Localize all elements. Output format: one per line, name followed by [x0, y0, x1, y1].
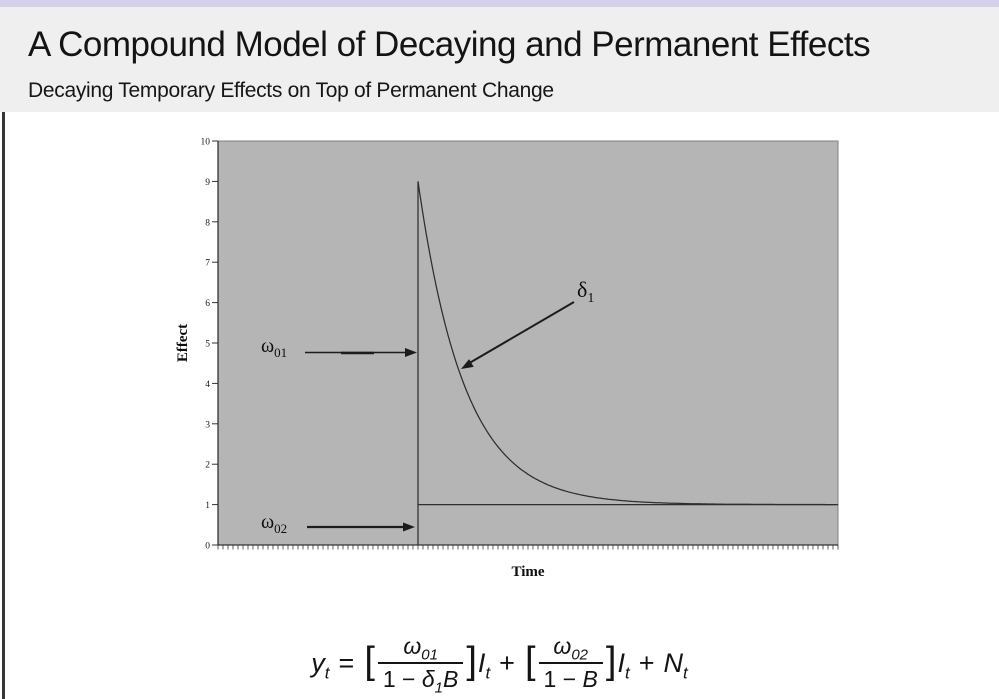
- y-tick-label: 8: [205, 218, 210, 228]
- close-bracket: ]: [466, 639, 477, 682]
- y-tick-label: 2: [205, 461, 210, 471]
- delta1-label: δ1: [577, 277, 594, 306]
- omega02-label-main: ω: [261, 511, 274, 533]
- omega01-arrowhead-icon: [405, 348, 417, 357]
- omega02-arrow: [307, 522, 415, 532]
- fraction-permanent-denominator: 1 − B: [538, 662, 603, 693]
- y-tick-label: 5: [205, 340, 210, 350]
- chart: 0 1 2 3 4 5 6 7 8 9 10 Effect Time ω01 ω02 δ1: [0, 115, 999, 595]
- y-tick-label: 6: [205, 299, 210, 309]
- plus-sign: +: [638, 647, 655, 678]
- y-axis-label: Effect: [175, 324, 191, 362]
- omega01-label-main: ω: [261, 335, 274, 357]
- y-tick-label: 9: [205, 178, 210, 188]
- open-bracket: [: [524, 639, 536, 682]
- equals-sign: =: [338, 647, 355, 678]
- formula-lhs: yt: [311, 647, 330, 682]
- plot-area: [217, 140, 839, 546]
- delta1-arrow: [461, 301, 575, 369]
- fraction-temporary: ω01 1 − δ1B: [377, 633, 464, 696]
- y-tick-label: 10: [201, 138, 211, 148]
- fraction-permanent: ω02 1 − B: [538, 633, 603, 693]
- left-rule: [2, 7, 5, 699]
- y-tick-label: 4: [205, 380, 210, 390]
- slide-subtitle: Decaying Temporary Effects on Top of Per…: [28, 79, 554, 102]
- y-tick-label: 1: [205, 501, 210, 511]
- delta1-label-main: δ: [577, 277, 587, 302]
- fraction-temporary-denominator: 1 − δ1B: [377, 662, 464, 696]
- slide-title: A Compound Model of Decaying and Permane…: [28, 25, 871, 64]
- slide-header: A Compound Model of Decaying and Permane…: [0, 7, 999, 112]
- open-bracket: [: [364, 639, 375, 682]
- indicator-term-1: It: [477, 647, 491, 682]
- plus-sign: +: [499, 647, 515, 678]
- fraction-temporary-numerator: ω01: [403, 633, 438, 664]
- omega01-arrow: [305, 348, 417, 357]
- omega01-label: ω01: [261, 335, 287, 360]
- close-bracket: ]: [605, 639, 617, 682]
- omega02-label: ω02: [261, 511, 287, 536]
- omega01-label-sub: 01: [274, 345, 287, 360]
- delta1-label-sub: 1: [587, 291, 594, 306]
- top-accent-bar: [0, 0, 999, 7]
- y-tick-label: 3: [205, 420, 210, 430]
- impulse-decay-curve: [417, 181, 836, 545]
- fraction-permanent-numerator: ω02: [553, 633, 588, 664]
- delta1-arrowhead-icon: [461, 359, 474, 369]
- noise-term: Nt: [663, 647, 688, 682]
- y-tick-label: 0: [205, 542, 210, 552]
- indicator-term-2: It: [617, 647, 630, 682]
- model-formula: yt = [ ω01 1 − δ1B ] It + [ ω02 1 − B ] …: [0, 628, 999, 698]
- omega02-arrowhead-icon: [403, 522, 415, 532]
- x-axis-label: Time: [511, 564, 544, 580]
- y-tick-label: 7: [205, 259, 210, 269]
- omega02-label-sub: 02: [274, 521, 287, 536]
